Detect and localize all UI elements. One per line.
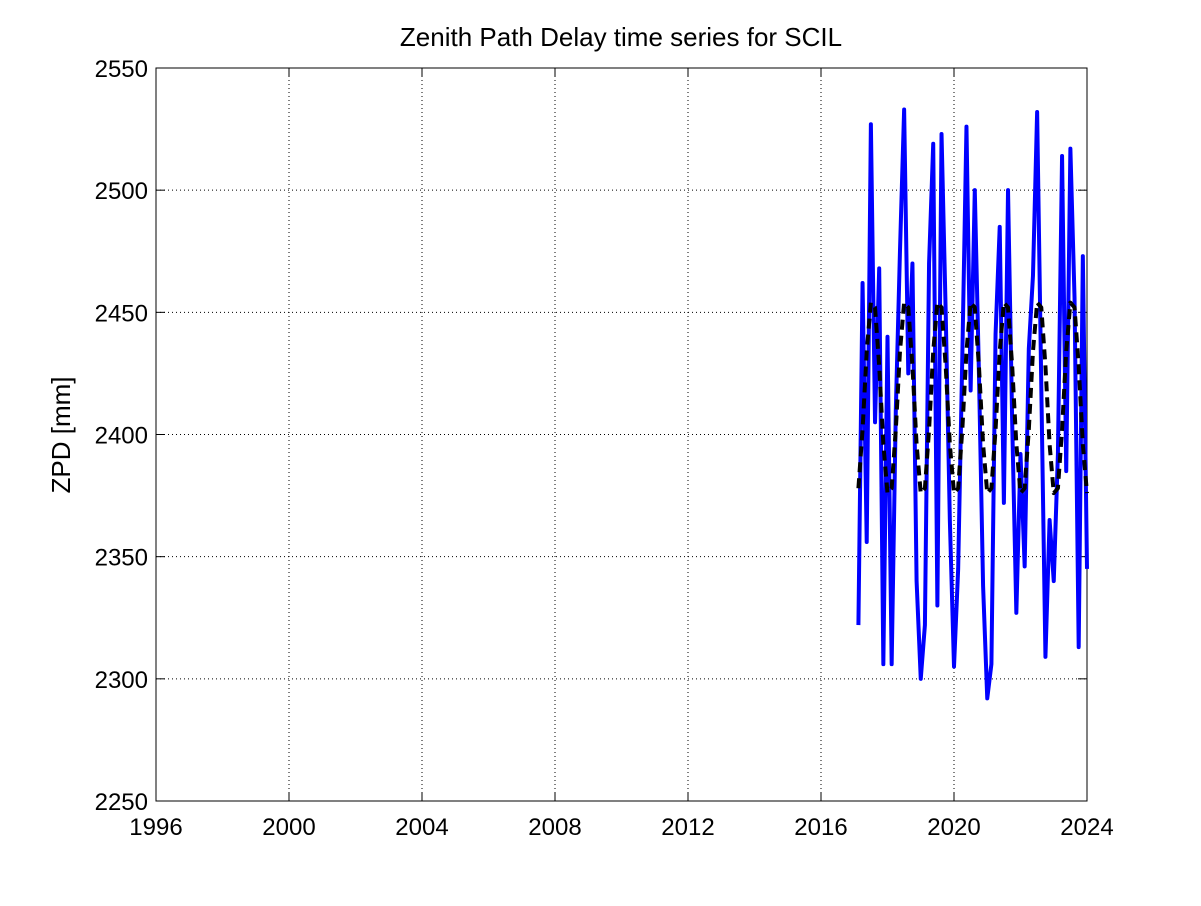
chart-title: Zenith Path Delay time series for SCIL xyxy=(400,22,842,52)
x-tick-label: 2004 xyxy=(395,814,448,841)
x-tick-label: 2016 xyxy=(794,814,847,841)
x-tick-label: 2008 xyxy=(528,814,581,841)
y-tick-label: 2450 xyxy=(95,300,148,327)
x-tick-label: 2012 xyxy=(661,814,714,841)
y-tick-label: 2300 xyxy=(95,667,148,694)
y-axis-label: ZPD [mm] xyxy=(46,377,76,494)
y-tick-label: 2350 xyxy=(95,545,148,572)
x-tick-label: 1996 xyxy=(129,814,182,841)
series-line xyxy=(856,300,1089,496)
x-tick-label: 2020 xyxy=(927,814,980,841)
y-tick-label: 2400 xyxy=(95,423,148,450)
y-tick-label: 2250 xyxy=(95,789,148,816)
y-tick-label: 2500 xyxy=(95,178,148,205)
y-tick-label: 2550 xyxy=(95,56,148,83)
x-tick-label: 2000 xyxy=(262,814,315,841)
x-tick-label: 2024 xyxy=(1060,814,1113,841)
